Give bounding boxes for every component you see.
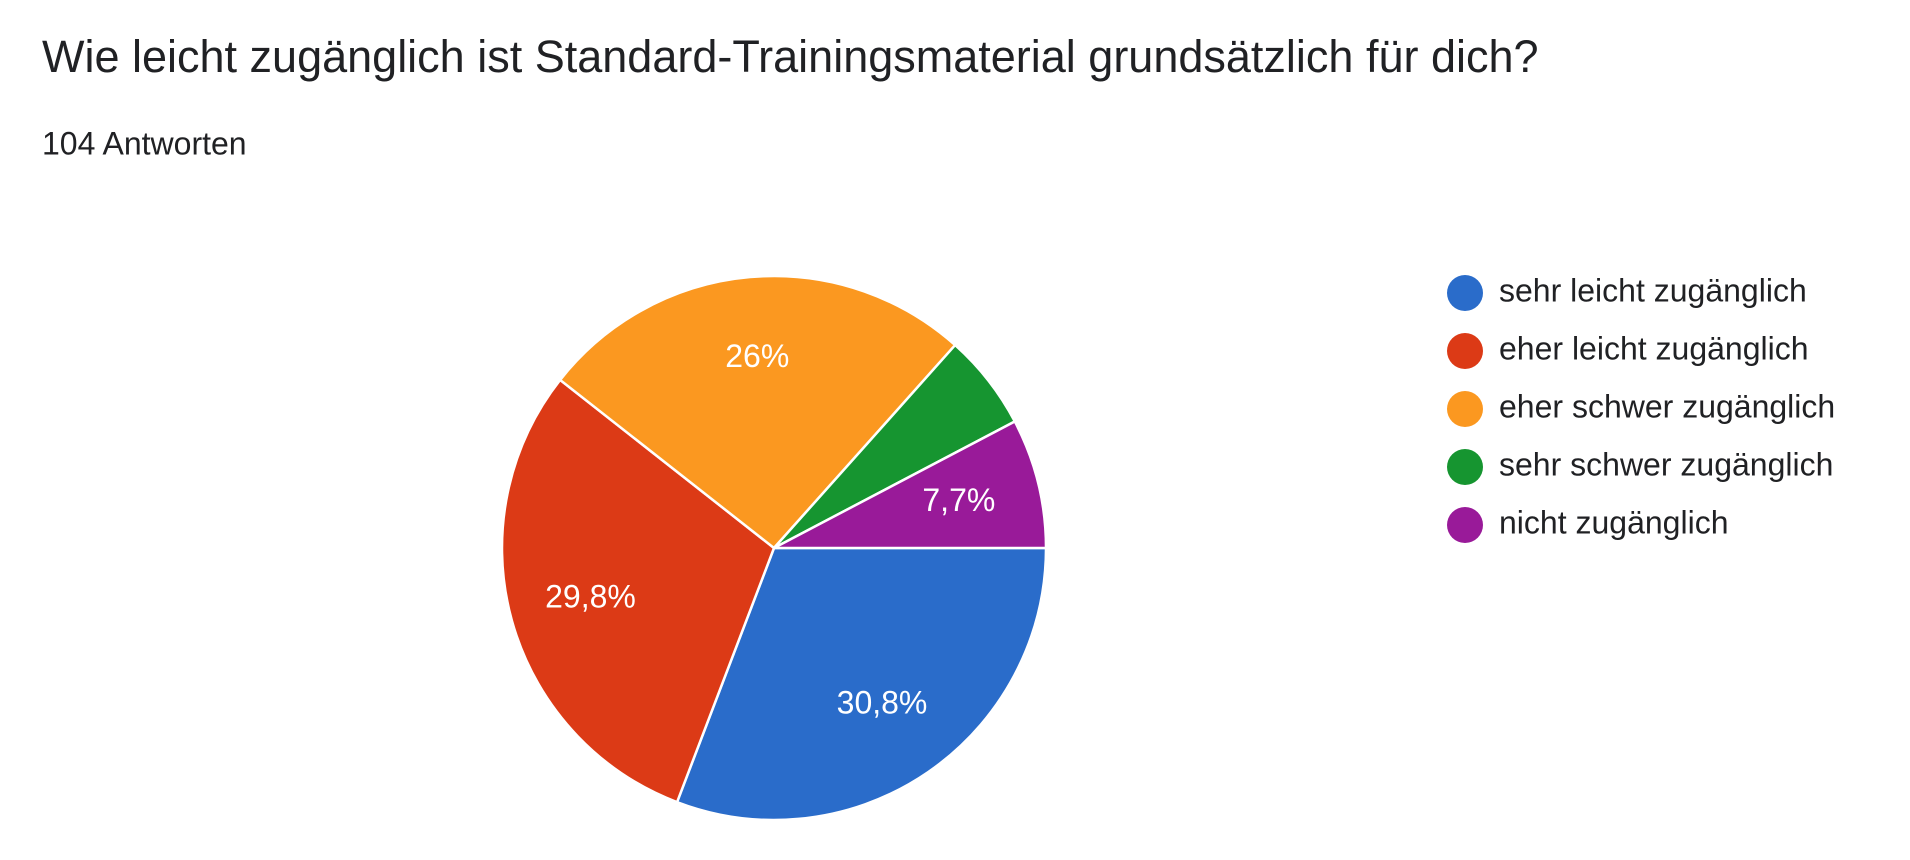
- pie-slice: [500, 378, 776, 804]
- legend-marker: [1447, 391, 1483, 427]
- slice-label: 26%: [725, 338, 789, 374]
- legend-marker: [1447, 507, 1483, 543]
- legend-label: sehr schwer zugänglich: [1499, 446, 1833, 482]
- chart-subtitle: 104 Antworten: [42, 125, 247, 161]
- slice-label: 29,8%: [545, 578, 636, 614]
- slice-label: 30,8%: [837, 684, 928, 720]
- legend-label: eher schwer zugänglich: [1499, 388, 1835, 424]
- legend-label: eher leicht zugänglich: [1499, 330, 1809, 366]
- pie-slice: [558, 274, 957, 550]
- slice-label: 7,7%: [922, 482, 995, 518]
- legend-label: sehr leicht zugänglich: [1499, 272, 1807, 308]
- chart-title: Wie leicht zugänglich ist Standard-Train…: [42, 31, 1539, 82]
- legend-marker: [1447, 333, 1483, 369]
- legend-marker: [1447, 275, 1483, 311]
- legend-label: nicht zugänglich: [1499, 504, 1728, 540]
- pie-slice: [773, 419, 1048, 550]
- legend-marker: [1447, 449, 1483, 485]
- pie-slice: [675, 546, 1048, 822]
